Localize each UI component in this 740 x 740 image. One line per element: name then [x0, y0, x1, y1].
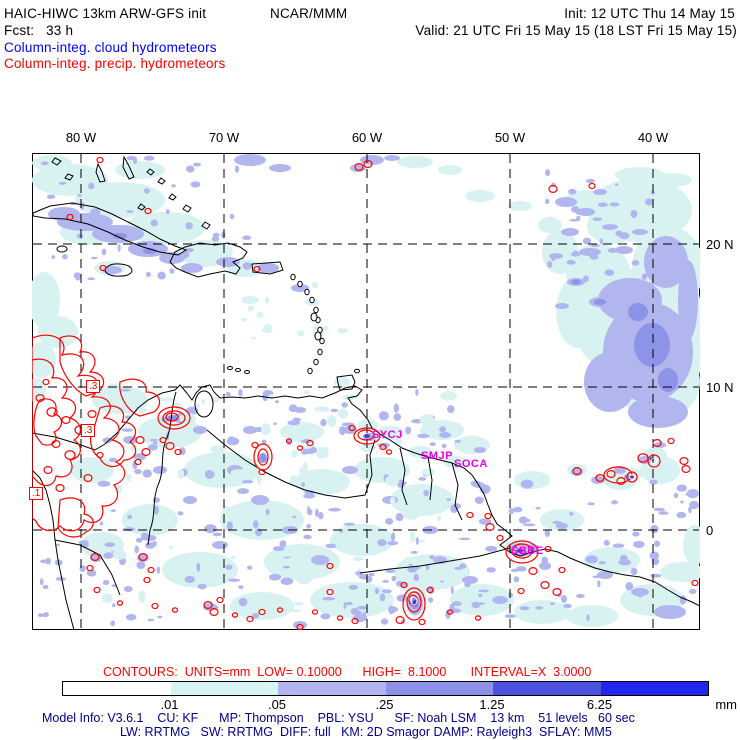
colorbar-tick-label: 1.25 [479, 697, 505, 712]
lon-tick-label: 60 W [351, 130, 383, 145]
contour-info-line: CONTOURS: UNITS=mm LOW= 0.10000 HIGH= 8.… [103, 665, 592, 679]
colorbar-tick-label: .25 [375, 697, 394, 712]
lat-tick-label: 20 N [706, 237, 734, 252]
station-label-sbbe: SBBE [511, 545, 544, 557]
forecast-hour-label: Fcst: 33 h [4, 23, 74, 38]
colorbar-unit-label: mm [715, 697, 737, 712]
legend-precip-hydrometeors: Column-integ. precip. hydrometeors [4, 56, 226, 71]
map-plot [32, 154, 700, 630]
colorbar-tick-label: 6.25 [586, 697, 613, 712]
cloud-shading-speckles [37, 155, 700, 627]
colorbar-segment [278, 682, 386, 695]
lon-tick-label: 80 W [65, 130, 97, 145]
lat-tick-label: 10 N [706, 380, 734, 395]
precip-contours-inner [410, 458, 658, 606]
contour-value-label: .3 [86, 380, 101, 393]
page-title: HAIC-HIWC 13km ARW-GFS init [4, 6, 207, 21]
station-label-smjp: SMJP [421, 450, 453, 462]
model-info-line1: Model Info: V3.6.1 CU: KF MP: Thompson P… [42, 711, 635, 725]
lon-tick-label: 70 W [208, 130, 240, 145]
valid-time-label: Valid: 21 UTC Fri 15 May 15 (18 LST Fri … [415, 23, 737, 38]
colorbar-tick-label: .05 [267, 697, 287, 712]
contour-value-label: .3 [81, 424, 96, 437]
station-label-sycj: SYCJ [372, 429, 403, 441]
precip-contours [32, 156, 699, 630]
station-label-soca: SOCA [454, 458, 488, 470]
colorbar-segment [63, 682, 171, 695]
legend-cloud-hydrometeors: Column-integ. cloud hydrometeors [4, 40, 217, 55]
init-time-label: Init: 12 UTC Thu 14 May 15 [564, 6, 735, 21]
colorbar-segment [385, 682, 493, 695]
model-info-line2: LW: RRTMG SW: RRTMG DIFF: full KM: 2D Sm… [120, 725, 612, 739]
contour-value-label: .1 [29, 487, 44, 500]
colorbar [62, 681, 709, 696]
org-label: NCAR/MMM [270, 6, 348, 21]
grid-lines [33, 154, 699, 629]
lon-tick-label: 50 W [494, 130, 526, 145]
colorbar-segment [600, 682, 708, 695]
colorbar-segment [170, 682, 278, 695]
colorbar-tick-label: .01 [160, 697, 179, 712]
lon-tick-label: 40 W [637, 130, 669, 145]
lat-tick-label: 0 [706, 523, 714, 538]
cloud-shading-medium [48, 154, 698, 629]
colorbar-segment [493, 682, 601, 695]
